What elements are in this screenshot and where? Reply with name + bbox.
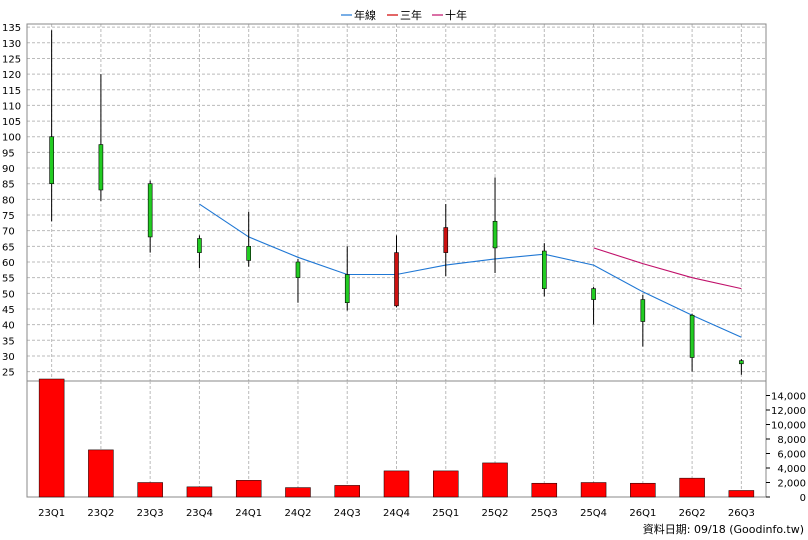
volume-bar xyxy=(38,378,65,498)
moving-average-lines xyxy=(199,203,742,338)
candle-body xyxy=(246,246,251,261)
volume-tick-label: 10,000 xyxy=(771,421,806,432)
volume-tick-label: 0 xyxy=(800,493,806,504)
candle-body xyxy=(541,250,547,289)
volume-tick-label: 8,000 xyxy=(777,435,806,446)
ma-line-年線 xyxy=(199,203,742,338)
legend: 年線 三年 十年 xyxy=(341,8,467,22)
volume-bar xyxy=(383,470,410,498)
candle-body xyxy=(739,360,744,365)
price-axis: 25 30 35 40 45 50 55 60 65 70 75 80 85 90 95 100 105 110 1… xyxy=(2,23,21,378)
volume-bars xyxy=(38,378,755,498)
volume-bar xyxy=(679,477,705,498)
x-tick-label: 23Q2 xyxy=(87,508,114,519)
legend-label-0: 年線 xyxy=(354,8,376,22)
price-plot-frame xyxy=(26,23,767,382)
price-tick-label: 45 xyxy=(2,305,15,316)
price-tick-label: 90 xyxy=(2,164,15,175)
volume-bar xyxy=(433,470,459,498)
price-tick-label: 110 xyxy=(2,101,21,112)
x-tick-label: 24Q4 xyxy=(383,508,410,519)
price-tick-label: 135 xyxy=(2,23,21,34)
x-tick-label: 24Q1 xyxy=(235,508,262,519)
price-tick-label: 80 xyxy=(2,195,15,206)
price-grid xyxy=(27,24,766,381)
x-tick-label: 25Q1 xyxy=(432,508,459,519)
price-tick-label: 85 xyxy=(2,180,15,191)
x-tick-label: 25Q4 xyxy=(580,508,607,519)
price-tick-label: 75 xyxy=(2,211,15,222)
volume-tick-label: 2,000 xyxy=(777,479,806,490)
volume-tick-label: 6,000 xyxy=(777,450,806,461)
price-tick-label: 115 xyxy=(2,86,21,97)
candle-body xyxy=(295,261,301,278)
price-tick-label: 95 xyxy=(2,148,15,159)
volume-bar xyxy=(728,490,755,498)
x-tick-label: 25Q3 xyxy=(531,508,558,519)
price-tick-label: 35 xyxy=(2,336,15,347)
x-tick-label: 26Q2 xyxy=(679,508,706,519)
legend-label-1: 三年 xyxy=(400,8,422,22)
volume-axis: 0 2,000 4,000 6,000 8,000 10,000 12,000 14,000 xyxy=(766,392,806,504)
x-tick-label: 24Q3 xyxy=(334,508,361,519)
volume-bar xyxy=(531,482,558,498)
candle-body xyxy=(492,220,498,249)
volume-tick-label: 4,000 xyxy=(777,464,806,475)
volume-bar xyxy=(235,480,262,498)
price-tick-label: 50 xyxy=(2,289,15,300)
volume-bar xyxy=(137,482,163,498)
volume-tick-label: 12,000 xyxy=(771,406,806,417)
volume-tick-label: 14,000 xyxy=(771,392,806,403)
x-tick-label: 23Q4 xyxy=(186,508,213,519)
legend-label-2: 十年 xyxy=(445,8,467,22)
price-tick-label: 105 xyxy=(2,117,21,128)
price-tick-label: 30 xyxy=(2,352,15,363)
price-tick-label: 130 xyxy=(2,39,21,50)
x-tick-label: 23Q3 xyxy=(137,508,164,519)
price-tick-label: 100 xyxy=(2,133,21,144)
x-tick-label: 23Q1 xyxy=(38,508,65,519)
price-tick-label: 65 xyxy=(2,242,15,253)
candle-body xyxy=(49,136,54,185)
price-tick-label: 25 xyxy=(2,368,15,379)
price-tick-label: 120 xyxy=(2,70,21,81)
price-tick-label: 55 xyxy=(2,274,15,285)
ma-line-十年 xyxy=(593,247,742,290)
price-frame-rect xyxy=(26,23,767,382)
price-tick-label: 70 xyxy=(2,227,15,238)
candle-body xyxy=(591,288,596,300)
price-tick-label: 40 xyxy=(2,321,15,332)
candle-body xyxy=(344,274,350,304)
price-tick-label: 125 xyxy=(2,54,21,65)
candle-body xyxy=(443,227,449,253)
volume-bar xyxy=(580,482,607,498)
candle-body xyxy=(98,144,104,191)
candle-body xyxy=(640,299,646,322)
volume-bar xyxy=(285,487,311,498)
candlesticks xyxy=(49,30,744,375)
x-tick-label: 26Q3 xyxy=(728,508,755,519)
price-tick-label: 60 xyxy=(2,258,15,269)
x-tick-label: 24Q2 xyxy=(284,508,311,519)
candle-body xyxy=(197,238,202,253)
volume-bar xyxy=(186,486,213,498)
volume-bar xyxy=(630,482,656,498)
candle-body xyxy=(394,252,399,307)
x-tick-label: 25Q2 xyxy=(482,508,509,519)
volume-bar xyxy=(88,449,114,498)
data-date-footer: 資料日期: 09/18 (Goodinfo.tw) xyxy=(643,522,804,536)
candle-body xyxy=(689,314,695,358)
volume-bar xyxy=(334,485,360,498)
candle-body xyxy=(147,183,153,238)
x-axis: 23Q1 23Q2 23Q3 23Q4 24Q1 24Q2 24Q3 24Q4 25Q1 25Q2… xyxy=(38,508,755,519)
x-tick-label: 26Q1 xyxy=(629,508,656,519)
volume-bar xyxy=(482,462,508,498)
